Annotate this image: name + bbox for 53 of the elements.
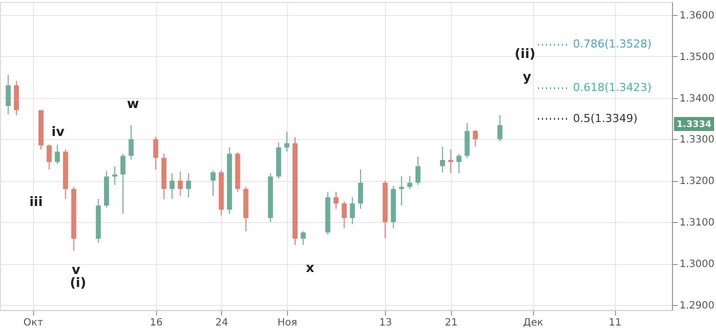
y-tick-label: 1.3000: [680, 259, 714, 270]
candlestick: [497, 114, 502, 142]
annotation: y: [522, 70, 532, 85]
candlestick: [407, 176, 412, 190]
candlestick: [46, 144, 52, 170]
annotation: w: [126, 97, 140, 112]
candlestick: [399, 176, 404, 206]
candlestick: [350, 196, 355, 225]
x-tick-label: 11: [608, 318, 622, 328]
y-tick-label: 1.3200: [680, 176, 714, 188]
x-tick-label: Ноя: [278, 318, 298, 328]
candlestick: [334, 191, 338, 210]
ref-line-label: 0.5(1.3349): [573, 112, 638, 125]
candlestick: [342, 200, 347, 229]
y-tick-label: 1.2900: [680, 300, 714, 312]
candlestick: [54, 144, 60, 165]
candlestick: [210, 170, 216, 197]
annotation: x: [306, 261, 315, 276]
candlestick: [300, 230, 306, 246]
candlestick: [186, 172, 191, 198]
y-tick-label: 1.3600: [680, 10, 714, 22]
candlestick: [120, 153, 126, 214]
ref-line-label: 0.786(1.3528): [573, 38, 652, 51]
y-tick-label: 1.3400: [680, 93, 714, 104]
annotation: v: [72, 263, 81, 278]
candlestick: [112, 166, 118, 186]
candlestick: [456, 153, 462, 174]
ref-line-label: 0.618(1.3423): [573, 81, 652, 94]
x-tick-label: 13: [379, 318, 392, 328]
candlestick: [448, 149, 454, 174]
candlestick: [170, 172, 175, 200]
candlestick: [128, 124, 134, 160]
x-tick-label: 24: [215, 318, 228, 328]
x-tick-label: 16: [150, 318, 163, 328]
annotation: (i): [70, 276, 86, 291]
candlestick: [415, 156, 420, 186]
candlestick: [284, 131, 290, 152]
candlestick: [178, 171, 183, 197]
x-tick-label: Окт: [23, 318, 44, 328]
annotation: iii: [29, 195, 43, 210]
x-tick-label: 21: [444, 318, 458, 328]
candlestick: [6, 74, 11, 115]
candlestick: [440, 146, 446, 173]
text: 1.3334: [676, 120, 712, 130]
y-tick-label: 1.3100: [680, 218, 714, 229]
annotation: (ii): [514, 47, 536, 62]
candlestick: [153, 136, 158, 170]
candlestick: [472, 130, 478, 148]
y-tick-label: 1.3300: [680, 134, 714, 146]
x-tick-label: Дек: [523, 318, 544, 328]
annotation: iv: [52, 125, 65, 140]
y-tick-label: 1.3500: [680, 52, 714, 63]
candlestick: [358, 168, 364, 210]
